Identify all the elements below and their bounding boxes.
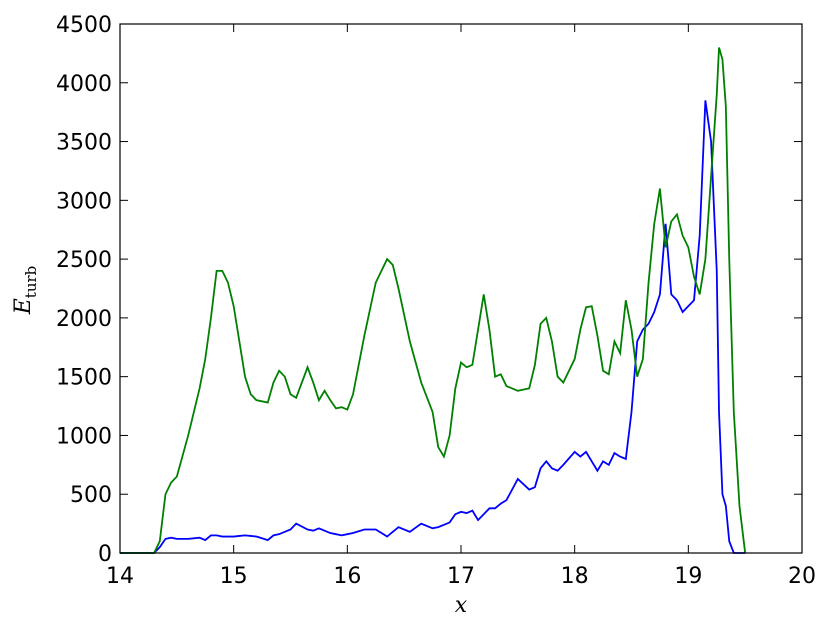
- x-tick-label: 20: [788, 564, 816, 589]
- y-axis-label-group: Eturb: [11, 266, 40, 316]
- y-tick-label: 4000: [56, 72, 112, 97]
- y-tick-label: 1500: [56, 366, 112, 391]
- plot-frame: [119, 23, 803, 554]
- x-tick-label: 18: [561, 564, 589, 589]
- line-series: [120, 100, 746, 554]
- x-tick-label: 15: [220, 564, 248, 589]
- y-tick-label: 1000: [56, 424, 112, 449]
- y-tick-label: 500: [70, 483, 112, 508]
- y-tick-label: 3000: [56, 189, 112, 214]
- x-tick-label: 17: [447, 564, 475, 589]
- y-tick-label: 0: [98, 542, 112, 567]
- y-tick-label: 2500: [56, 248, 112, 273]
- x-tick-label: 14: [106, 564, 134, 589]
- y-tick-label: 2000: [56, 307, 112, 332]
- y-axis-label-main: E: [11, 298, 36, 315]
- y-tick-label: 3500: [56, 131, 112, 156]
- x-axis-label: x: [455, 593, 468, 618]
- y-axis-label-sub: turb: [22, 266, 40, 298]
- y-tick-label: 4500: [56, 13, 112, 38]
- x-tick-label: 19: [674, 564, 702, 589]
- line-series: [120, 47, 747, 554]
- y-axis-label: Eturb: [11, 266, 40, 316]
- x-tick-label: 16: [333, 564, 361, 589]
